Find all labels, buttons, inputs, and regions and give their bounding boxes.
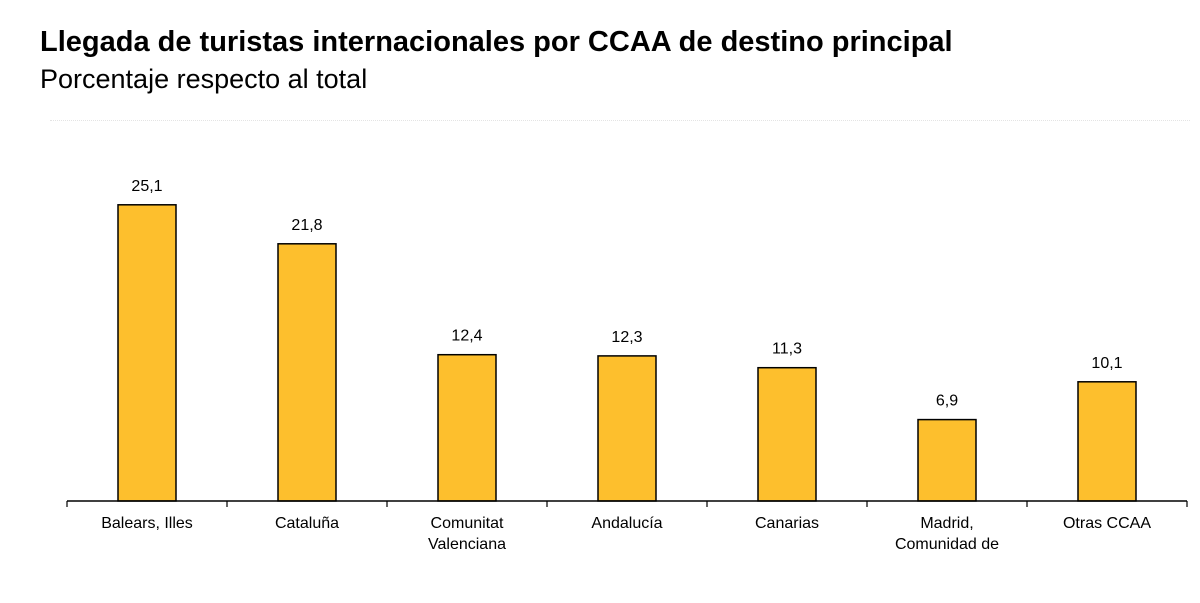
data-label: 12,4 (451, 328, 482, 345)
bar (277, 243, 337, 502)
bar (757, 366, 817, 502)
bar-chart: 25,1 Balears, Illes 21,8 Cataluña 12,4 Comuni… (66, 178, 1188, 553)
category-label: Comunitat (431, 515, 504, 532)
chart-title: Llegada de turistas internacionales por … (40, 26, 953, 58)
bar (597, 355, 657, 502)
category-label: Valenciana (428, 536, 506, 553)
category-label: Comunidad de (895, 536, 999, 553)
category-label: Balears, Illes (101, 515, 193, 532)
data-label: 10,1 (1091, 355, 1122, 372)
bar (117, 204, 177, 502)
data-label: 21,8 (291, 217, 322, 234)
bar (1077, 381, 1137, 502)
data-label: 25,1 (131, 178, 162, 195)
data-label: 6,9 (936, 393, 958, 410)
bar (437, 353, 497, 502)
chart-area: 25,1 Balears, Illes 21,8 Cataluña 12,4 Comuni… (50, 120, 1190, 571)
category-label: Canarias (755, 515, 819, 532)
chart-subtitle: Porcentaje respecto al total (40, 64, 368, 94)
category-label: Madrid, (920, 515, 973, 532)
category-label: Otras CCAA (1063, 515, 1151, 532)
bar (917, 418, 977, 502)
category-label: Cataluña (275, 515, 339, 532)
data-label: 12,3 (611, 329, 642, 346)
category-label: Andalucía (591, 515, 662, 532)
data-label: 11,3 (772, 341, 802, 358)
